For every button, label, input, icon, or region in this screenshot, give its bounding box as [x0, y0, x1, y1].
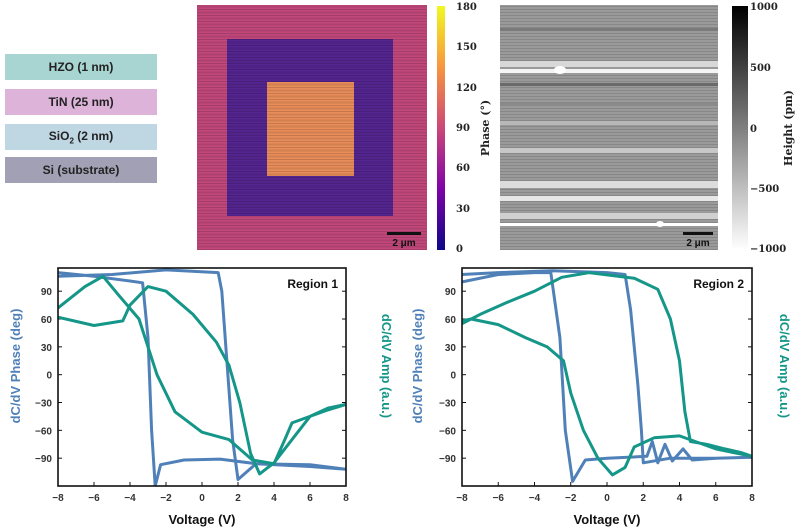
region-1-frame [57, 267, 347, 487]
phase-cb-tick-120: 120 [456, 83, 477, 94]
y-tick-label: −30 [35, 399, 52, 410]
y-tick-label: 90 [41, 287, 53, 298]
series-line-amp [462, 271, 752, 477]
height-colorbar [732, 6, 748, 250]
region-2-plot-area [462, 269, 752, 483]
phase-cb-tick-60: 60 [456, 163, 470, 174]
phase-cb-tick-180: 180 [456, 2, 477, 13]
phase-scale-bar-label: 2 μm [392, 238, 415, 249]
y-tick-label: 0 [46, 371, 52, 382]
phase-colorbar-label: Phase (°) [479, 100, 492, 156]
height-colorbar-ticks: 1000 500 0 −500 −1000 [750, 2, 786, 255]
layer-si: Si (substrate) [5, 157, 157, 183]
x-tick-label: −8 [52, 493, 64, 504]
y-tick-label: −60 [439, 426, 456, 437]
series-line-phase [58, 268, 346, 486]
region-1-plot-area [58, 268, 346, 486]
phase-cb-tick-150: 150 [456, 42, 477, 53]
region-2-chart: dC/dV Phase (deg) dC/dV Amp (a.u.) 90603… [410, 267, 792, 527]
region-1-y-ticks: 90 60 30 0 −30 −60 −90 [35, 287, 346, 465]
height-cb-tick-500: 500 [750, 63, 771, 74]
region-1-chart: dC/dV Phase (deg) dC/dV Amp (a.u.) 90603… [8, 267, 394, 527]
layer-tin-label: TiN (25 nm) [48, 95, 114, 109]
height-map-panel: 2 μm [500, 5, 748, 250]
x-tick-label: 6 [713, 493, 719, 504]
region-2-xlabel: Voltage (V) [574, 512, 641, 527]
region-2-x-ticks: −8 −6 −4 −2 0 2 4 6 8 [456, 482, 755, 504]
y-tick-label: 90 [445, 287, 457, 298]
region-2-ylabel-left: dC/dV Phase (deg) [410, 309, 425, 424]
x-tick-label: 2 [640, 493, 646, 504]
phase-cb-tick-30: 30 [456, 204, 470, 215]
region-2-ylabel-right: dC/dV Amp (a.u.) [777, 314, 792, 418]
y-tick-label: 30 [41, 343, 53, 354]
layer-sio2: SiO2 (2 nm) [5, 124, 157, 150]
height-scale-bar [683, 232, 713, 235]
region-1-ylabel-left: dC/dV Phase (deg) [8, 309, 23, 424]
y-tick-label: −90 [35, 454, 52, 465]
height-scale-bar-label: 2 μm [686, 238, 709, 249]
x-tick-label: 6 [307, 493, 313, 504]
x-tick-label: 2 [235, 493, 241, 504]
layer-sio2-label: SiO2 (2 nm) [48, 128, 114, 146]
layer-tin: TiN (25 nm) [5, 89, 157, 115]
layer-hzo: HZO (1 nm) [5, 54, 157, 80]
layer-si-label: Si (substrate) [42, 163, 120, 177]
series-line-phase [462, 269, 752, 483]
region-2-y-ticks: 90 60 30 0 −30 −60 −90 [439, 287, 752, 465]
region-2-title: Region 2 [693, 277, 744, 291]
x-tick-label: 4 [271, 493, 277, 504]
x-tick-label: −6 [88, 493, 100, 504]
height-cb-tick-0: 0 [750, 124, 757, 135]
phase-colorbar-ticks: 180 150 120 90 60 30 0 [456, 2, 477, 255]
region-1-title: Region 1 [287, 277, 338, 291]
phase-colorbar-axis: 180 150 120 90 60 30 0 Phase (°) [456, 2, 492, 255]
height-cb-tick-neg1000: −1000 [750, 244, 786, 255]
y-tick-label: 0 [450, 371, 456, 382]
phase-cb-tick-0: 0 [456, 244, 463, 255]
region-2-frame [461, 267, 753, 487]
region-1-xlabel: Voltage (V) [169, 512, 236, 527]
x-tick-label: −2 [565, 493, 577, 504]
phase-scale-bar [387, 232, 421, 235]
x-tick-label: 8 [749, 493, 755, 504]
series-line-amp [58, 274, 346, 476]
x-tick-label: −4 [124, 493, 136, 504]
x-tick-label: 0 [199, 493, 205, 504]
x-tick-label: −2 [160, 493, 172, 504]
phase-colorbar [437, 6, 445, 250]
y-tick-label: 30 [445, 343, 457, 354]
height-cb-tick-1000: 1000 [750, 2, 778, 13]
phase-map-panel: 2 μm [197, 5, 445, 250]
x-tick-label: −4 [529, 493, 541, 504]
region-1-x-ticks: −8 −6 −4 −2 0 2 4 6 8 [52, 482, 349, 504]
x-tick-label: 0 [604, 493, 610, 504]
x-tick-label: 4 [677, 493, 683, 504]
x-tick-label: −8 [456, 493, 468, 504]
height-cb-tick-neg500: −500 [750, 184, 779, 195]
y-tick-label: 60 [445, 315, 457, 326]
region-1-ylabel-right: dC/dV Amp (a.u.) [379, 314, 394, 418]
y-tick-label: −90 [439, 454, 456, 465]
height-colorbar-label: Height (pm) [782, 90, 795, 166]
y-tick-label: 60 [41, 315, 53, 326]
y-tick-label: −30 [439, 399, 456, 410]
phase-cb-tick-90: 90 [456, 123, 470, 134]
layer-hzo-label: HZO (1 nm) [48, 60, 114, 74]
y-tick-label: −60 [35, 426, 52, 437]
x-tick-label: −6 [493, 493, 505, 504]
x-tick-label: 8 [343, 493, 349, 504]
height-colorbar-axis: 1000 500 0 −500 −1000 Height (pm) [750, 2, 795, 255]
